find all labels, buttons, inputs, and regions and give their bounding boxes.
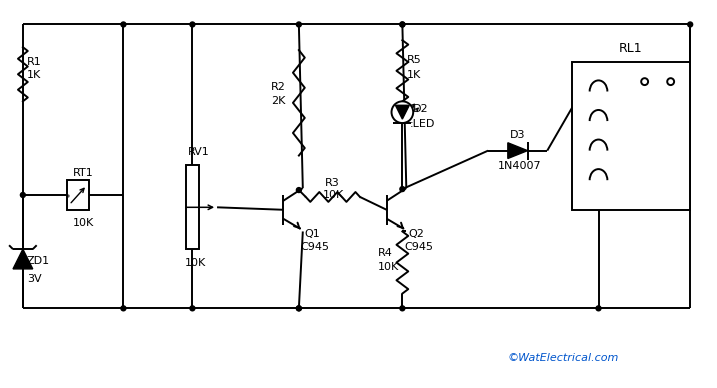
Text: ©WatElectrical.com: ©WatElectrical.com bbox=[508, 353, 619, 363]
Text: R1: R1 bbox=[27, 57, 42, 67]
Circle shape bbox=[190, 22, 195, 27]
Text: :LED: :LED bbox=[409, 119, 435, 129]
Text: 1K: 1K bbox=[27, 70, 41, 80]
Text: Q1: Q1 bbox=[305, 229, 320, 239]
Text: C945: C945 bbox=[301, 242, 330, 252]
Text: 1N4007: 1N4007 bbox=[498, 161, 541, 171]
Circle shape bbox=[296, 306, 301, 311]
Circle shape bbox=[641, 78, 648, 85]
Bar bbox=[186, 165, 199, 249]
Text: D2: D2 bbox=[413, 104, 429, 114]
Text: R5: R5 bbox=[407, 55, 422, 65]
Circle shape bbox=[596, 306, 601, 311]
Circle shape bbox=[400, 187, 405, 192]
Text: Q2: Q2 bbox=[408, 229, 424, 239]
Polygon shape bbox=[508, 143, 528, 159]
Circle shape bbox=[296, 22, 301, 27]
Circle shape bbox=[121, 306, 126, 311]
Circle shape bbox=[391, 101, 413, 123]
Text: R3: R3 bbox=[325, 178, 340, 188]
Text: RL1: RL1 bbox=[619, 42, 643, 55]
Circle shape bbox=[296, 187, 301, 192]
Text: R4: R4 bbox=[378, 248, 393, 258]
Polygon shape bbox=[396, 105, 409, 119]
Text: 10K: 10K bbox=[323, 190, 344, 200]
Text: 10K: 10K bbox=[184, 258, 206, 268]
Text: 10K: 10K bbox=[73, 218, 95, 228]
Circle shape bbox=[400, 22, 405, 27]
Text: RT1: RT1 bbox=[73, 168, 94, 178]
Circle shape bbox=[668, 78, 674, 85]
Circle shape bbox=[121, 22, 126, 27]
Circle shape bbox=[400, 22, 405, 27]
Text: 2K: 2K bbox=[271, 96, 285, 106]
Text: 10K: 10K bbox=[378, 262, 399, 272]
Text: ZD1: ZD1 bbox=[27, 256, 50, 266]
Bar bbox=[572, 62, 690, 210]
Text: C945: C945 bbox=[404, 242, 433, 252]
Bar bbox=[67, 180, 89, 210]
Text: D3: D3 bbox=[510, 130, 526, 140]
Text: R2: R2 bbox=[271, 81, 286, 92]
Circle shape bbox=[190, 306, 195, 311]
Circle shape bbox=[296, 306, 301, 311]
Text: *: * bbox=[65, 194, 70, 203]
Polygon shape bbox=[13, 249, 33, 269]
Text: 3V: 3V bbox=[27, 274, 42, 284]
Circle shape bbox=[20, 192, 25, 197]
Text: 1K: 1K bbox=[407, 70, 422, 80]
Circle shape bbox=[688, 22, 693, 27]
Circle shape bbox=[400, 306, 405, 311]
Text: RV1: RV1 bbox=[187, 147, 209, 157]
